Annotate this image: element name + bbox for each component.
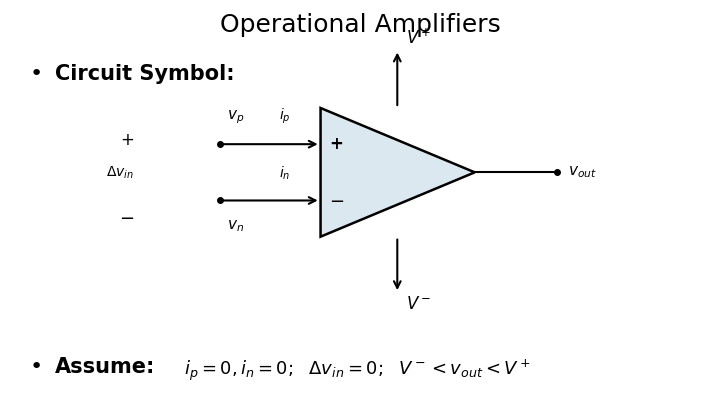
Text: Circuit Symbol:: Circuit Symbol: xyxy=(55,64,235,84)
Text: •: • xyxy=(30,357,43,377)
Text: •: • xyxy=(30,64,43,84)
Text: $\Delta v_{in}$: $\Delta v_{in}$ xyxy=(106,164,134,181)
Text: $V^+$: $V^+$ xyxy=(406,28,431,48)
Text: $i_n$: $i_n$ xyxy=(279,165,290,182)
Text: Operational Amplifiers: Operational Amplifiers xyxy=(220,13,500,37)
Polygon shape xyxy=(320,108,474,237)
Text: Assume:: Assume: xyxy=(55,357,156,377)
Text: $-$: $-$ xyxy=(329,192,344,209)
Text: $i_p$: $i_p$ xyxy=(279,107,290,126)
Text: $+$: $+$ xyxy=(120,131,134,149)
Text: $v_n$: $v_n$ xyxy=(228,219,244,234)
Text: +: + xyxy=(329,135,343,153)
Text: $-$: $-$ xyxy=(119,208,134,226)
Text: $v_p$: $v_p$ xyxy=(228,109,245,126)
Text: $V^-$: $V^-$ xyxy=(406,295,431,313)
Text: $i_p = 0, i_n = 0;\ \ \Delta v_{in} = 0;\ \ V^- < v_{out} < V^+$: $i_p = 0, i_n = 0;\ \ \Delta v_{in} = 0;… xyxy=(184,357,531,383)
Text: $v_{out}$: $v_{out}$ xyxy=(568,164,597,180)
